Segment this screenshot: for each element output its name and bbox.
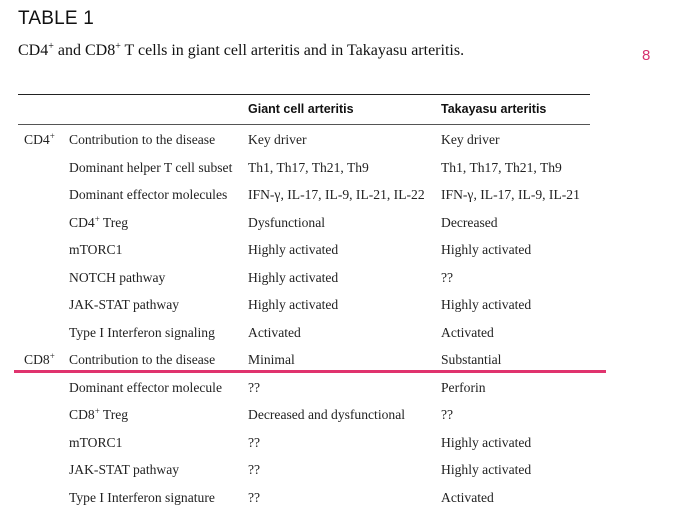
parameter-text: Contribution to the disease: [69, 132, 216, 147]
takayasu-arteritis-cell: IFN-γ, IL-17, IL-9, IL-21: [441, 187, 580, 202]
caption-text-2: and CD8: [53, 42, 116, 59]
takayasu-arteritis-cell: Perforin: [441, 379, 486, 395]
parameter-text: JAK-STAT pathway: [69, 297, 180, 312]
takayasu-arteritis-cell: Key driver: [441, 132, 500, 147]
takayasu-arteritis-cell: Highly activated: [441, 434, 532, 450]
takayasu-arteritis-cell: ??: [441, 269, 454, 285]
takayasu-arteritis-cell: Highly activated: [441, 297, 532, 312]
parameter-sup: +: [94, 213, 100, 224]
parameter-cell: mTORC1: [69, 435, 122, 451]
table-row: Dominant helper T cell subset Th1, Th17, …: [0, 160, 680, 182]
group-label: CD8+: [24, 352, 55, 368]
table-caption: CD4+ and CD8+ T cells in giant cell arte…: [18, 42, 464, 60]
parameter-cell: NOTCH pathway: [69, 270, 165, 286]
giant-cell-arteritis-cell: Decreased and dysfunctional: [248, 407, 406, 422]
giant-cell-arteritis-cell: Activated: [248, 324, 301, 340]
takayasu-arteritis-cell: Substantial: [441, 352, 502, 367]
table-header-rule: [18, 124, 590, 125]
parameter-text: NOTCH pathway: [69, 269, 166, 285]
table-row: Dominant effector molecules IFN-γ, IL-17,…: [0, 187, 680, 209]
group-sup: +: [49, 351, 55, 361]
parameter-cell: JAK-STAT pathway: [69, 462, 179, 478]
parameter-text: Type I Interferon signaling: [69, 324, 215, 340]
column-header-takayasu-arteritis: Takayasu arteritis: [441, 102, 547, 116]
page-number: 8: [642, 47, 651, 64]
parameter-text: mTORC1: [69, 434, 123, 450]
group-text: CD4: [24, 132, 50, 147]
parameter-cell: CD4+ Treg: [69, 213, 129, 231]
table-row: CD8+ Contribution to the disease Minimal Su…: [0, 352, 680, 374]
table-row: CD4+ Contribution to the disease Key drive…: [0, 132, 680, 154]
caption-text-1: CD4: [18, 42, 49, 59]
column-header-giant-cell-arteritis: Giant cell arteritis: [248, 102, 354, 116]
takayasu-arteritis-cell: Highly activated: [441, 242, 532, 257]
table-row: mTORC1?? Highly activated: [0, 435, 680, 457]
takayasu-arteritis-cell: Decreased: [441, 214, 498, 230]
parameter-cell: Dominant effector molecules: [69, 187, 227, 203]
table-row: Type I Interferon signaling Activated Acti…: [0, 325, 680, 347]
giant-cell-arteritis-cell: ??: [248, 434, 261, 450]
parameter-cell: Contribution to the disease: [69, 352, 215, 368]
group-text: CD8: [24, 352, 50, 367]
giant-cell-arteritis-cell: ??: [248, 489, 261, 505]
takayasu-arteritis-cell: Highly activated: [441, 462, 532, 477]
giant-cell-arteritis-cell: Highly activated: [248, 269, 339, 285]
table-label: TABLE 1: [18, 8, 95, 29]
parameter-text-rest: Treg: [99, 407, 129, 422]
parameter-text: Type I Interferon signature: [69, 489, 215, 505]
takayasu-arteritis-cell: Activated: [441, 324, 494, 340]
table-row: CD4+ Treg Dysfunctional Decreased: [0, 213, 680, 237]
group-label: CD4+: [24, 132, 55, 148]
parameter-text: JAK-STAT pathway: [69, 462, 180, 477]
highlight-annotation-line: [14, 370, 606, 373]
table-row: mTORC1 Highly activated Highly activated: [0, 242, 680, 264]
giant-cell-arteritis-cell: Dysfunctional: [248, 214, 326, 230]
parameter-cell: Dominant effector molecule: [69, 380, 222, 396]
parameter-sup: +: [94, 406, 100, 416]
parameter-text: CD8: [69, 407, 95, 422]
parameter-text: CD4: [69, 214, 95, 230]
giant-cell-arteritis-cell: Highly activated: [248, 242, 339, 257]
takayasu-arteritis-cell: Th1, Th17, Th21, Th9: [441, 159, 562, 175]
parameter-text: Dominant effector molecules: [69, 187, 228, 202]
group-sup: +: [49, 131, 55, 141]
parameter-text: Dominant helper T cell subset: [69, 159, 233, 175]
caption-sup-2: +: [115, 41, 121, 52]
parameter-cell: Type I Interferon signature: [69, 490, 215, 506]
table-row: NOTCH pathway Highly activated??: [0, 270, 680, 292]
caption-sup-1: +: [48, 41, 54, 52]
parameter-cell: mTORC1: [69, 242, 122, 258]
takayasu-arteritis-cell: Activated: [441, 489, 494, 505]
parameter-text-rest: Treg: [99, 214, 129, 230]
parameter-text: mTORC1: [69, 242, 123, 257]
giant-cell-arteritis-cell: Th1, Th17, Th21, Th9: [248, 159, 369, 175]
parameter-text: Contribution to the disease: [69, 352, 216, 367]
table-row: JAK-STAT pathway Highly activated Highly a…: [0, 297, 680, 319]
parameter-cell: Type I Interferon signaling: [69, 325, 215, 341]
parameter-cell: CD8+ Treg: [69, 407, 128, 423]
parameter-cell: JAK-STAT pathway: [69, 297, 179, 313]
table-top-rule: [18, 94, 590, 95]
parameter-cell: Dominant helper T cell subset: [69, 160, 232, 176]
caption-text-3: T cells in giant cell arteritis and in T…: [120, 42, 465, 59]
giant-cell-arteritis-cell: Key driver: [248, 132, 307, 147]
table-row: Dominant effector molecule?? Perforin: [0, 380, 680, 402]
parameter-cell: Contribution to the disease: [69, 132, 215, 148]
giant-cell-arteritis-cell: ??: [248, 379, 261, 395]
table-row: Type I Interferon signature?? Activated: [0, 490, 680, 512]
table-row: JAK-STAT pathway?? Highly activated: [0, 462, 680, 484]
giant-cell-arteritis-cell: Highly activated: [248, 297, 339, 312]
giant-cell-arteritis-cell: ??: [248, 462, 261, 477]
giant-cell-arteritis-cell: Minimal: [248, 352, 295, 367]
parameter-text: Dominant effector molecule: [69, 379, 222, 395]
takayasu-arteritis-cell: ??: [441, 407, 454, 422]
giant-cell-arteritis-cell: IFN-γ, IL-17, IL-9, IL-21, IL-22: [248, 187, 425, 202]
table-row: CD8+ Treg Decreased and dysfunctional??: [0, 407, 680, 429]
